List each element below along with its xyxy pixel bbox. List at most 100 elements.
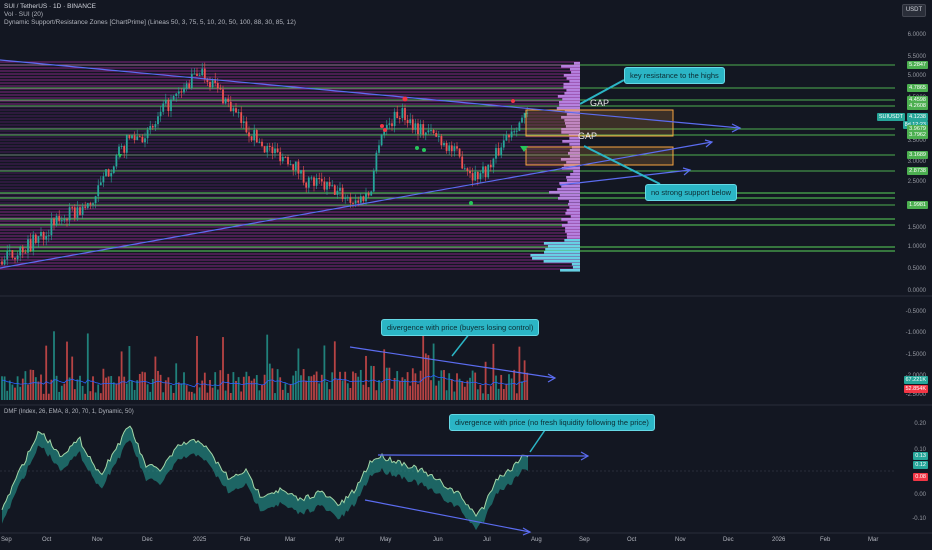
volume-bar xyxy=(190,391,193,400)
candle-body xyxy=(154,124,157,128)
indicator-legend[interactable]: Dynamic Support/Resistance Zones [ChartP… xyxy=(4,19,296,26)
candle-body xyxy=(133,135,136,140)
candle-body xyxy=(151,126,154,128)
callout-no-support[interactable]: no strong support below xyxy=(645,184,738,201)
dmf-axis-label: 0.20 xyxy=(914,421,926,427)
candle-body xyxy=(149,126,152,130)
volume-bar xyxy=(206,392,209,400)
candle-body xyxy=(162,103,165,112)
volume-bar xyxy=(242,376,245,400)
candle-body xyxy=(432,130,435,133)
volume-bar xyxy=(154,356,157,400)
volume-profile-bar xyxy=(569,155,580,158)
currency-button[interactable]: USDT xyxy=(902,4,926,17)
candle-body xyxy=(315,178,318,186)
volume-profile-bar xyxy=(564,239,580,242)
trendline-support[interactable] xyxy=(0,141,713,269)
volume-bar xyxy=(167,377,170,400)
volume-bar xyxy=(307,376,310,400)
volume-profile-bar xyxy=(565,212,580,215)
candle-body xyxy=(279,152,282,162)
volume-profile-bar xyxy=(566,89,580,92)
volume-bar xyxy=(112,382,115,400)
volume-bar xyxy=(409,385,412,400)
volume-profile-bar xyxy=(571,71,580,74)
volume-bar xyxy=(404,379,406,400)
volume-profile xyxy=(530,62,580,272)
gap-label-lower: GAP xyxy=(578,131,598,141)
volume-bar xyxy=(164,380,167,400)
candle-body xyxy=(222,89,224,104)
volume-bar xyxy=(406,372,409,400)
callout-key-resistance[interactable]: key resistance to the highs xyxy=(624,67,725,84)
gap-box-upper[interactable] xyxy=(525,109,674,137)
candle-body xyxy=(393,111,396,127)
volume-bar xyxy=(443,370,445,400)
candle-body xyxy=(258,141,261,143)
volume-bar xyxy=(255,375,258,400)
volume-profile-bar xyxy=(562,98,580,101)
trendline-resistance[interactable] xyxy=(0,59,741,129)
symbol-line[interactable]: SUI / TetherUS · 1D · BINANCE xyxy=(4,3,96,10)
candle-body xyxy=(302,170,305,183)
candle-body xyxy=(294,161,297,171)
volume-bar xyxy=(383,349,386,400)
volume-profile-bar xyxy=(563,83,580,86)
volume-bar xyxy=(188,391,191,400)
volume-bar xyxy=(144,372,146,400)
volume-divergence-line[interactable] xyxy=(349,346,556,379)
time-axis-label: Dec xyxy=(142,537,153,543)
volume-bar xyxy=(198,387,201,400)
trendline-arrow xyxy=(731,123,742,133)
candle-body xyxy=(328,182,331,187)
price-axis-label: -1.0000 xyxy=(905,330,926,336)
candle-body xyxy=(214,79,217,83)
price-axis-label: -2.5000 xyxy=(905,392,926,398)
volume-bar xyxy=(185,385,188,400)
callout-dmf-divergence[interactable]: divergence with price (no fresh liquidit… xyxy=(449,414,655,431)
candle-body xyxy=(404,108,406,121)
candle-body xyxy=(253,130,256,141)
candle-body xyxy=(406,120,409,124)
candle-body xyxy=(513,131,516,133)
callout-volume-divergence[interactable]: divergence with price (buyers losing con… xyxy=(381,319,540,336)
volume-bar xyxy=(510,378,513,400)
candle-body xyxy=(336,190,339,195)
time-axis[interactable]: Sep Oct Nov Dec 2025 Feb Mar Apr May Jun Jul Aug Sep… xyxy=(0,533,932,550)
volume-profile-bar xyxy=(564,92,580,95)
volume-bar xyxy=(333,341,336,400)
volume-bar xyxy=(14,387,16,400)
candle-body xyxy=(289,164,292,166)
volume-bar xyxy=(209,379,211,400)
candle-body xyxy=(248,132,250,137)
candle-body xyxy=(450,145,453,152)
volume-bar xyxy=(320,374,323,400)
volume-bar xyxy=(302,369,305,400)
dmf-divergence-bottom[interactable] xyxy=(364,499,531,533)
volume-legend[interactable]: Vol · SUI (20) xyxy=(4,11,44,18)
time-axis-label: Nov xyxy=(92,537,103,543)
volume-profile-bar xyxy=(558,197,580,200)
candle-body xyxy=(45,236,48,240)
volume-bar xyxy=(40,374,42,400)
price-axis-label: 0.0000 xyxy=(907,288,926,294)
candle-body xyxy=(466,168,469,171)
volume-bar xyxy=(440,370,443,400)
volume-bar xyxy=(359,369,362,400)
candle-body xyxy=(55,215,58,226)
dmf-legend[interactable]: DMF (Index, 26, EMA, 8, 20, 70, 1, Dynam… xyxy=(4,409,134,415)
candle-body xyxy=(115,155,118,167)
volume-profile-bar xyxy=(530,254,580,257)
volume-profile-bar xyxy=(561,116,580,119)
volume-bar xyxy=(55,375,58,400)
volume-bar xyxy=(8,380,11,400)
trendline-short[interactable] xyxy=(559,169,691,186)
time-axis-label: Sep xyxy=(579,537,590,543)
gap-box-lower[interactable] xyxy=(525,146,674,166)
volume-profile-bar xyxy=(566,236,580,239)
volume-bar xyxy=(380,382,383,400)
volume-bar xyxy=(313,374,315,400)
dmf-divergence-top[interactable] xyxy=(377,454,589,457)
level-price-tag: 3.7962 xyxy=(907,131,928,139)
